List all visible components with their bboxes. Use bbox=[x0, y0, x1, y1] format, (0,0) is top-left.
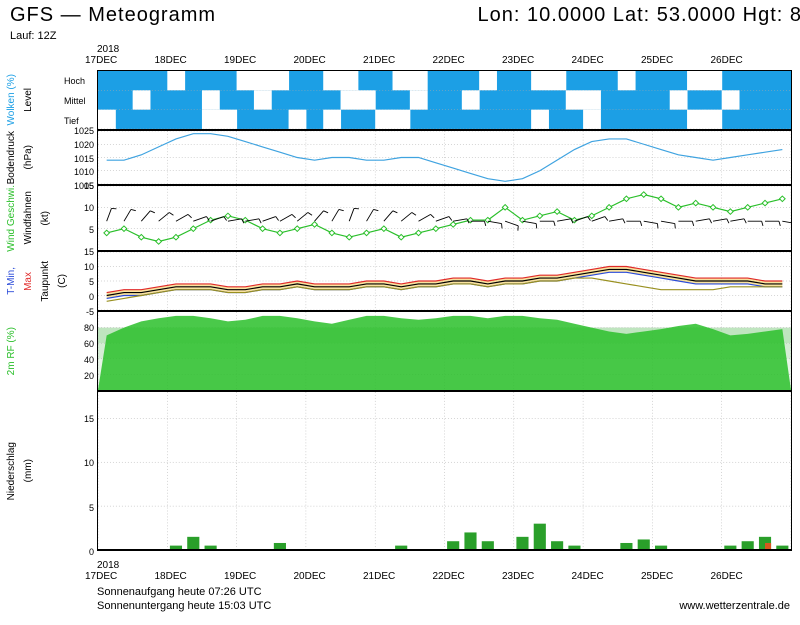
date-tick: 24DEC bbox=[572, 571, 604, 582]
panel-humidity: 20406080 bbox=[97, 311, 792, 391]
date-tick: 18DEC bbox=[155, 55, 187, 66]
date-tick: 18DEC bbox=[155, 571, 187, 582]
axis-label: Wind Geschwi. bbox=[6, 185, 17, 252]
date-tick: 21DEC bbox=[363, 55, 395, 66]
date-tick: 21DEC bbox=[363, 571, 395, 582]
date-tick: 26DEC bbox=[711, 55, 743, 66]
panel-wind: 51015 bbox=[97, 185, 792, 251]
date-tick: 23DEC bbox=[502, 571, 534, 582]
date-tick: 20DEC bbox=[294, 571, 326, 582]
axis-label: Wolken (%) bbox=[6, 74, 17, 126]
axis-label: (kt) bbox=[40, 211, 51, 225]
axis-label: Niederschlag bbox=[6, 442, 17, 500]
sunrise-label: Sonnenaufgang heute 07:26 UTC bbox=[97, 586, 262, 598]
axis-label: Max bbox=[23, 272, 34, 291]
date-tick: 22DEC bbox=[433, 571, 465, 582]
date-tick: 26DEC bbox=[711, 571, 743, 582]
axis-label: (C) bbox=[57, 274, 68, 288]
date-tick: 20DEC bbox=[294, 55, 326, 66]
date-tick: 23DEC bbox=[502, 55, 534, 66]
date-tick: 17DEC bbox=[85, 55, 117, 66]
date-tick: 22DEC bbox=[433, 55, 465, 66]
date-tick: 17DEC bbox=[85, 571, 117, 582]
axis-label: Level bbox=[23, 88, 34, 112]
sunset-label: Sonnenuntergang heute 15:03 UTC bbox=[97, 600, 271, 612]
credit-label: www.wetterzentrale.de bbox=[679, 600, 790, 612]
date-axis-bottom: 201817DEC18DEC19DEC20DEC21DEC22DEC23DEC2… bbox=[97, 560, 792, 584]
axis-label: 2m RF (%) bbox=[6, 327, 17, 375]
date-axis-top: 201817DEC18DEC19DEC20DEC21DEC22DEC23DEC2… bbox=[97, 44, 792, 68]
run-label: Lauf: 12Z bbox=[10, 30, 56, 42]
coords-label: Lon: 10.0000 Lat: 53.0000 Hgt: 8 bbox=[478, 4, 800, 27]
date-tick: 19DEC bbox=[224, 571, 256, 582]
date-tick: 25DEC bbox=[641, 571, 673, 582]
date-tick: 24DEC bbox=[572, 55, 604, 66]
axis-label: (mm) bbox=[23, 459, 34, 482]
axis-label: Windfahnen bbox=[23, 191, 34, 244]
panel-pressure: 10051010101510201025 bbox=[97, 130, 792, 185]
date-tick: 25DEC bbox=[641, 55, 673, 66]
axis-label: (hPa) bbox=[23, 145, 34, 169]
axis-label: Taupunkt bbox=[40, 261, 51, 302]
axis-label: Bodendruck bbox=[6, 131, 17, 184]
date-tick: 19DEC bbox=[224, 55, 256, 66]
panel-precip: 051015 bbox=[97, 391, 792, 551]
panel-temp: -5051015 bbox=[97, 251, 792, 311]
panel-clouds: HochMittelTief bbox=[97, 70, 792, 130]
axis-label: T-Min, bbox=[6, 267, 17, 295]
